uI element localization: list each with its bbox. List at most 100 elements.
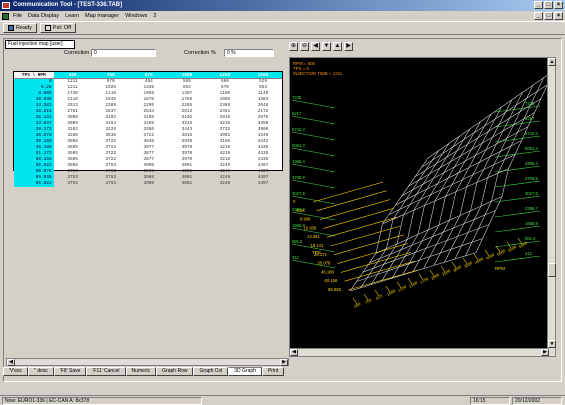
row-header[interactable]: 6.25 <box>14 85 54 91</box>
table-cell[interactable]: 3908 <box>143 181 155 186</box>
table-cell[interactable]: 4218 <box>219 151 231 156</box>
arrow-left-icon[interactable]: ◀ <box>311 42 320 51</box>
table-cell[interactable]: 3195 <box>143 115 155 120</box>
table-cell[interactable]: 560 <box>182 79 191 84</box>
table-cell[interactable]: 4497 <box>257 175 269 180</box>
tab-save[interactable]: 'F8' Save <box>53 367 87 376</box>
row-header[interactable]: 15.616 <box>14 109 54 115</box>
table-cell[interactable]: 4435 <box>257 145 269 150</box>
table-cell[interactable]: 3753 <box>67 169 78 174</box>
table-cell[interactable]: 3722 <box>105 139 116 144</box>
correction-pct-input[interactable]: 0 % <box>224 49 274 57</box>
table-cell[interactable]: 1025 <box>105 85 116 90</box>
table-cell[interactable]: 4497 <box>257 169 269 174</box>
table-cell[interactable]: 1676 <box>143 97 155 102</box>
table-cell[interactable]: 2513 <box>181 109 193 114</box>
table-cell[interactable]: 1180 <box>219 91 231 96</box>
table-cell[interactable]: 3102 <box>105 115 116 120</box>
table-cell[interactable]: 1986 <box>219 97 231 102</box>
table-cell[interactable]: 2544 <box>143 109 155 114</box>
table-cell[interactable]: 4001 <box>181 181 193 186</box>
table-cell[interactable]: 1335 <box>143 85 155 90</box>
table-cell[interactable]: 3226 <box>181 121 193 126</box>
graph-v-scrollbar[interactable]: ▲ ▼ <box>547 58 556 356</box>
table-cell[interactable]: 3908 <box>143 169 155 174</box>
row-header[interactable]: 13.281 <box>14 103 54 109</box>
tab-desc[interactable]: '' desc <box>28 367 54 376</box>
zoom-in-icon[interactable]: ⊕ <box>289 42 298 51</box>
table-cell[interactable]: 4435 <box>257 157 269 162</box>
table-cell[interactable]: 3350 <box>143 127 155 132</box>
graph-scroll-right-arrow[interactable]: ▶ <box>541 349 549 356</box>
table-cell[interactable]: 529 <box>259 79 267 84</box>
table-cell[interactable]: 3195 <box>143 121 155 126</box>
table-cell[interactable]: 4249 <box>257 133 269 138</box>
row-header[interactable]: 96.922 <box>14 181 54 187</box>
scroll-right-arrow[interactable]: ▶ <box>280 359 288 366</box>
tab-3d-graph[interactable]: 3D Graph <box>228 367 262 376</box>
arrow-right-icon[interactable]: ▶ <box>344 42 353 51</box>
table-cell[interactable]: 2389 <box>105 103 116 108</box>
table-cell[interactable]: 3009 <box>67 121 78 126</box>
table-cell[interactable]: 2048 <box>257 103 269 108</box>
scroll-thumb[interactable] <box>548 263 556 277</box>
row-header[interactable]: 18.141 <box>14 115 54 121</box>
table-cell[interactable]: 4497 <box>257 163 269 168</box>
table-cell[interactable]: 4156 <box>219 139 231 144</box>
table-cell[interactable]: 560 <box>220 79 229 84</box>
table-cell[interactable]: 3970 <box>181 145 193 150</box>
table-cell[interactable]: 3505 <box>67 163 78 168</box>
row-header[interactable]: 8.906 <box>14 91 54 97</box>
table-cell[interactable]: 3226 <box>219 121 231 126</box>
table-cell[interactable]: 3908 <box>257 127 269 132</box>
table-cell[interactable]: 4001 <box>181 175 193 180</box>
graph-scroll-left-arrow[interactable]: ◀ <box>290 349 298 356</box>
scroll-down-arrow[interactable]: ▼ <box>548 340 556 348</box>
table-cell[interactable]: 2513 <box>67 103 78 108</box>
doc-restore-button[interactable]: □ <box>544 12 553 20</box>
row-header[interactable]: 80.078 <box>14 169 54 175</box>
row-header[interactable]: 51.172 <box>14 151 54 157</box>
tab-graph-row[interactable]: Graph Row <box>156 367 194 376</box>
table-cell[interactable]: 1738 <box>67 91 78 96</box>
table-cell[interactable]: 3970 <box>181 157 193 162</box>
table-cell[interactable]: 3288 <box>67 133 78 138</box>
table-cell[interactable]: 2389 <box>219 103 231 108</box>
table-cell[interactable]: 3877 <box>143 145 155 150</box>
menu-data-display[interactable]: Data Display <box>27 13 60 19</box>
table-cell[interactable]: 3722 <box>105 151 116 156</box>
row-header[interactable]: 39.158 <box>14 139 54 145</box>
column-header[interactable]: 875 <box>129 72 168 78</box>
scroll-left-arrow[interactable]: ◀ <box>7 359 15 366</box>
table-cell[interactable]: 2916 <box>219 115 231 120</box>
menu-learn[interactable]: Learn <box>65 13 80 19</box>
arrow-up-icon[interactable]: ▲ <box>333 42 342 51</box>
menu-2[interactable]: 2 <box>153 13 157 19</box>
menu-windows[interactable]: Windows <box>125 13 148 19</box>
table-cell[interactable]: 3536 <box>105 133 116 138</box>
table-cell[interactable]: 2637 <box>105 109 116 114</box>
table-cell[interactable]: 4249 <box>219 181 231 186</box>
column-header[interactable]: 750 <box>91 72 130 78</box>
tab-numeric[interactable]: Numeric <box>125 367 157 376</box>
table-cell[interactable]: 4249 <box>219 169 231 174</box>
scroll-up-arrow[interactable]: ▲ <box>548 58 556 66</box>
table-cell[interactable]: 1211 <box>67 79 78 84</box>
table-cell[interactable]: 3505 <box>67 151 78 156</box>
row-header[interactable]: 65.922 <box>14 163 54 169</box>
table-cell[interactable]: 3505 <box>67 145 78 150</box>
table-cell[interactable]: 3877 <box>143 151 155 156</box>
table-cell[interactable]: 3753 <box>105 163 116 168</box>
tab-cancel[interactable]: 'F11' Cancel <box>86 367 126 376</box>
table-cell[interactable]: 1211 <box>67 85 78 90</box>
table-cell[interactable]: 4342 <box>257 139 269 144</box>
table-cell[interactable]: 3505 <box>67 139 78 144</box>
row-header[interactable]: 10.938 <box>14 97 54 103</box>
table-cell[interactable]: 1769 <box>181 97 193 102</box>
row-header[interactable]: 60.156 <box>14 157 54 163</box>
graph-h-scrollbar[interactable]: ◀ ▶ <box>290 348 549 356</box>
doc-minimize-button[interactable]: _ <box>534 12 543 20</box>
table-cell[interactable]: 3102 <box>181 115 193 120</box>
table-cell[interactable]: 2110 <box>67 97 78 102</box>
row-header[interactable]: 89.938 <box>14 175 54 181</box>
